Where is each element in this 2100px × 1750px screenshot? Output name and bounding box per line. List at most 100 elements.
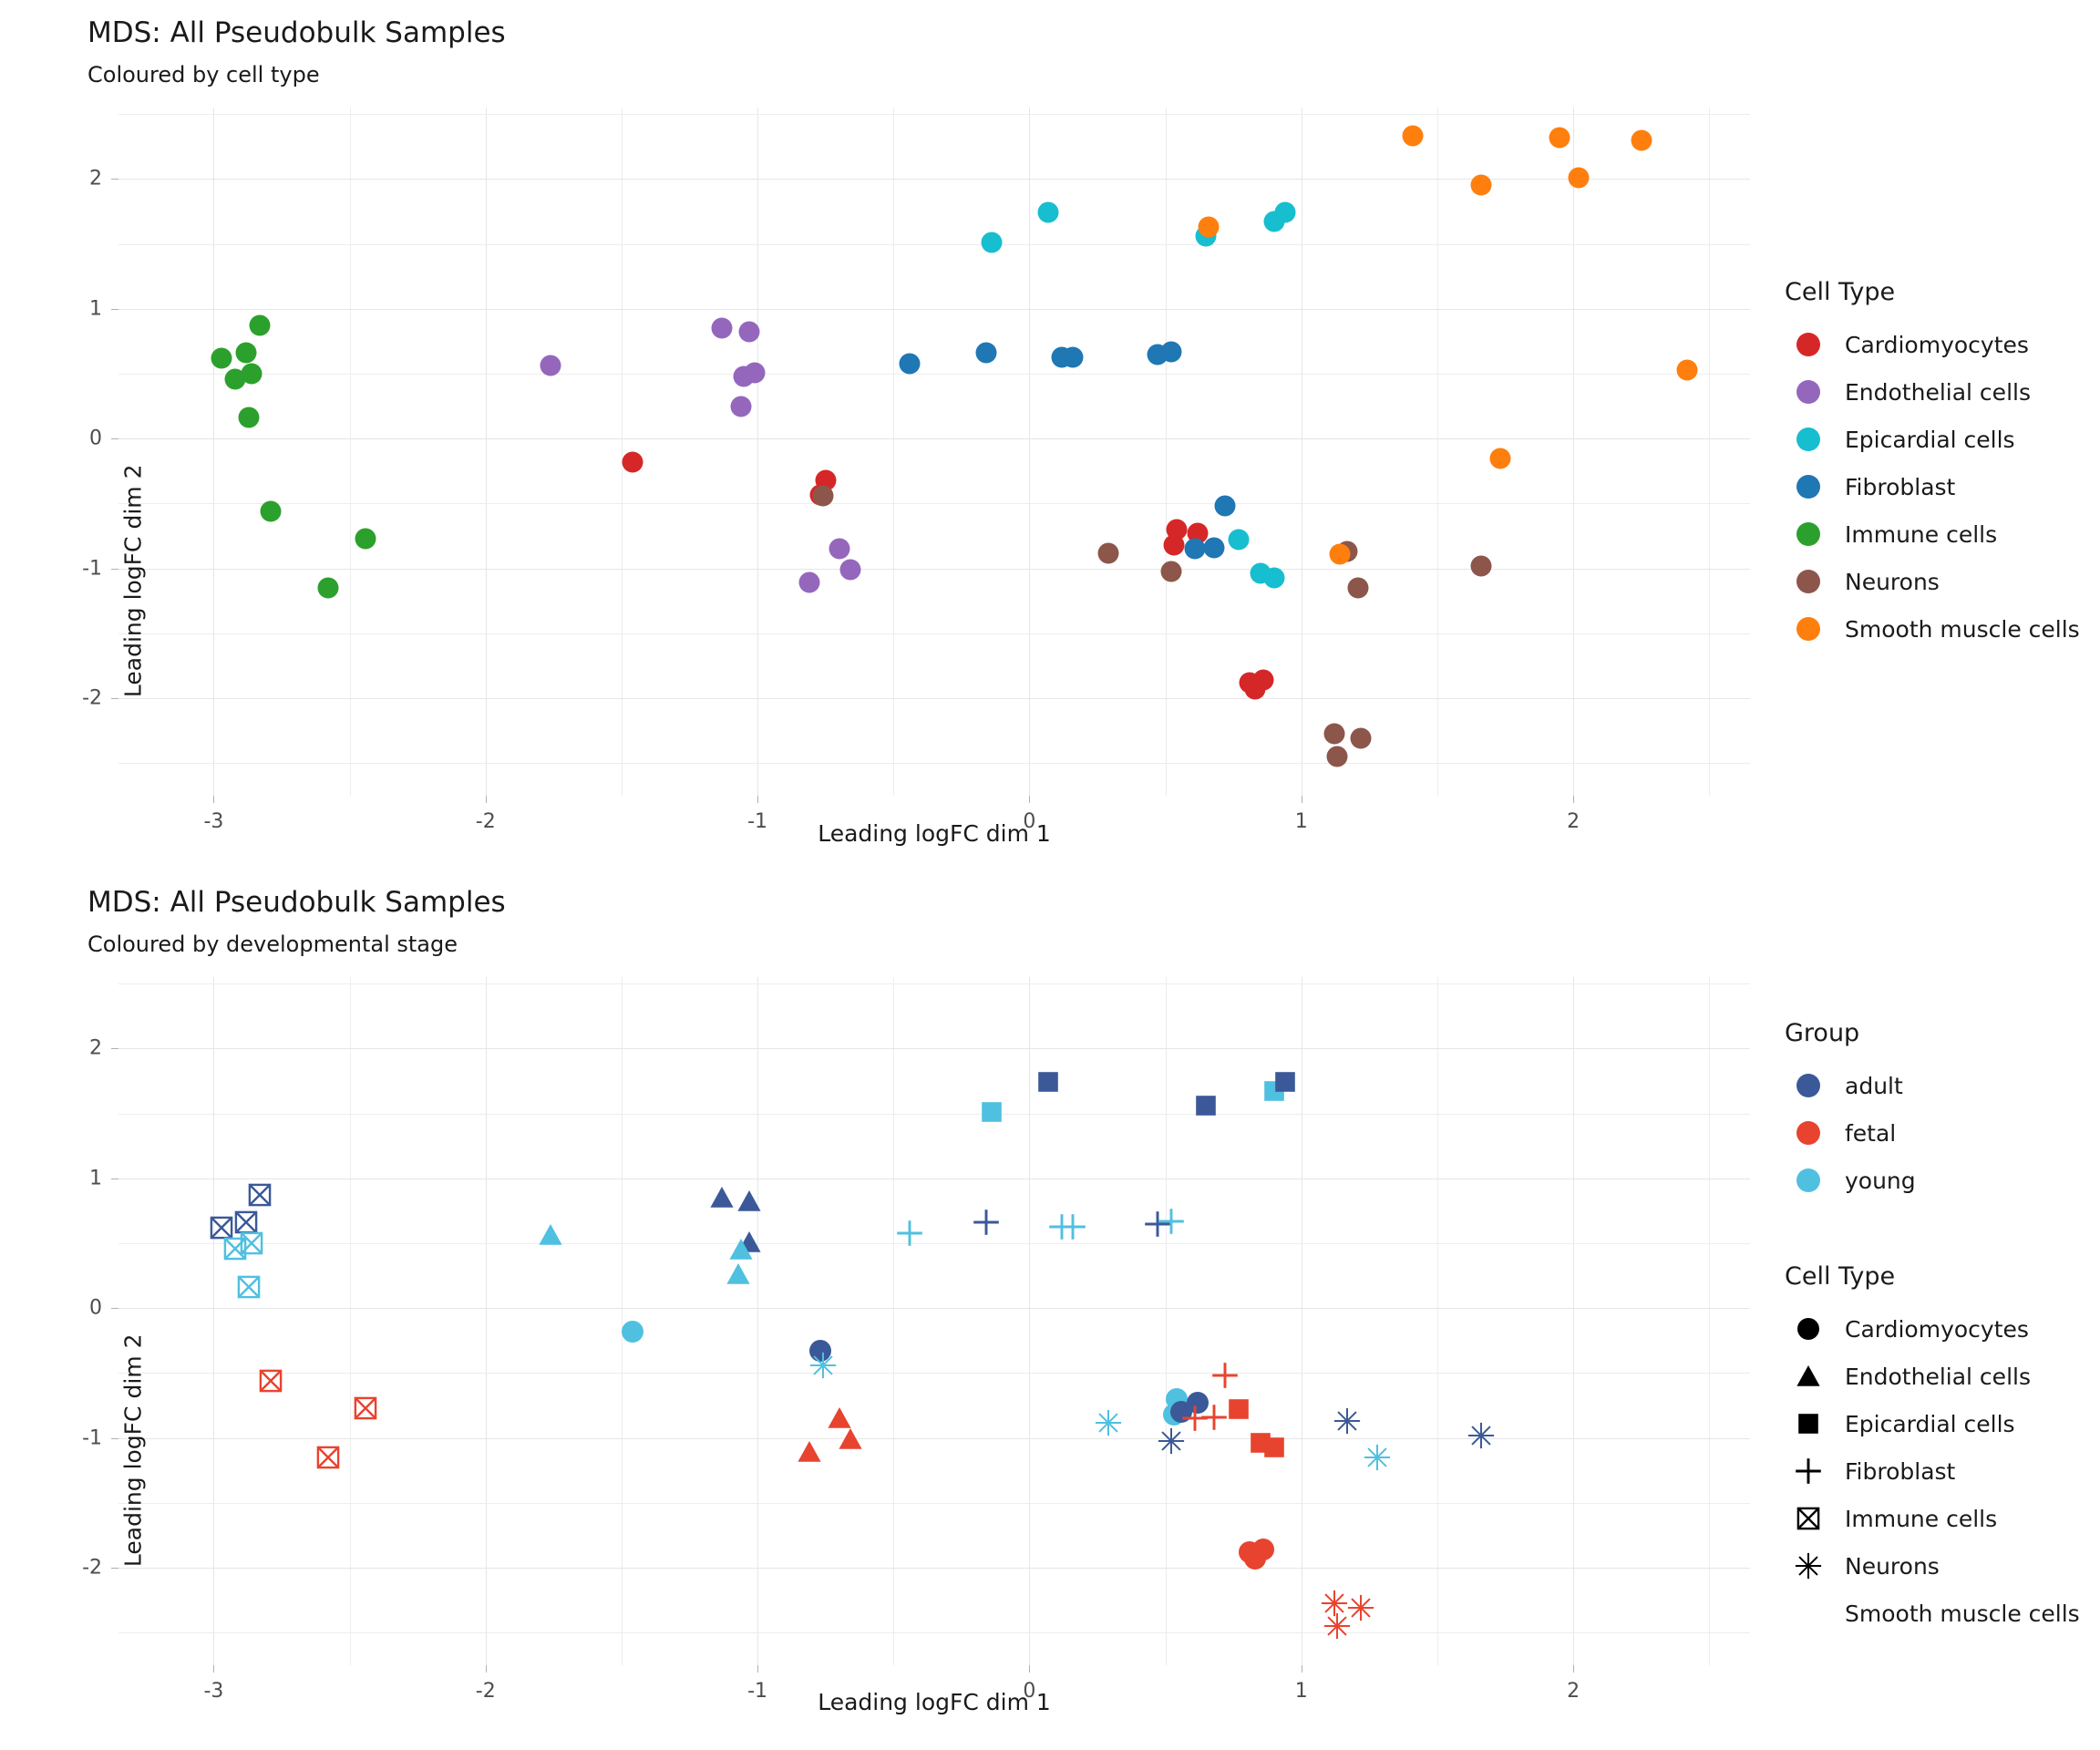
legend-cell-type-colour-key-icon — [1785, 416, 1832, 463]
x-tick-label: -2 — [475, 810, 496, 833]
legend-cell-type-colour-row[interactable]: Smooth muscle cells — [1785, 605, 2080, 653]
x-tick-label: 1 — [1294, 1680, 1308, 1703]
data-point — [896, 1220, 923, 1247]
x-tick-label: -3 — [203, 1680, 224, 1703]
legend-cell-type-colour-row[interactable]: Endothelial cells — [1785, 368, 2080, 416]
gridline-horizontal — [118, 698, 1750, 700]
data-point — [1095, 1409, 1122, 1436]
data-point — [1402, 125, 1424, 147]
data-point — [1329, 543, 1351, 565]
data-point — [235, 1273, 262, 1301]
data-point — [1467, 1422, 1495, 1449]
legend-cell-type-colour-key-icon — [1785, 321, 1832, 368]
gridline-vertical — [1165, 977, 1167, 1665]
gridline-vertical — [1709, 977, 1711, 1665]
gridline-vertical — [1436, 977, 1438, 1665]
gridline-horizontal — [118, 633, 1750, 634]
legend-group-colour-label: young — [1845, 1167, 1916, 1194]
data-point — [1244, 678, 1266, 700]
x-tick-label: 0 — [1023, 810, 1036, 833]
gridline-vertical — [1436, 108, 1438, 796]
y-tick-mark — [111, 1308, 118, 1310]
data-point — [224, 368, 246, 390]
legend-cell-type-shape-row[interactable]: Immune cells — [1785, 1495, 2080, 1542]
gridline-horizontal — [118, 1373, 1750, 1374]
x-tick-mark — [485, 796, 487, 803]
legend-cell-type-shape-key-icon — [1785, 1590, 1832, 1637]
gridline-vertical — [893, 977, 895, 1665]
data-point — [235, 342, 257, 364]
y-tick-mark — [111, 568, 118, 570]
x-tick-label: 2 — [1567, 1680, 1580, 1703]
gridline-vertical — [1573, 977, 1575, 1665]
x-tick-mark — [213, 1665, 215, 1673]
data-point — [981, 232, 1003, 253]
legend-cell-type-shape-row[interactable]: Neurons — [1785, 1542, 2080, 1590]
gridline-vertical — [349, 977, 351, 1665]
legend-cell-type-shape-label: Neurons — [1845, 1552, 1940, 1580]
legend-cell-type-colour-row[interactable]: Fibroblast — [1785, 463, 2080, 510]
panel-1-y-axis-title: Leading logFC dim 2 — [119, 464, 147, 698]
x-tick-mark — [1029, 1665, 1031, 1673]
legend-group-colour-row[interactable]: fetal — [1785, 1109, 1916, 1157]
data-point — [1263, 567, 1285, 589]
data-point — [1184, 1389, 1211, 1416]
gridline-vertical — [757, 108, 759, 796]
x-tick-label: 0 — [1023, 1680, 1036, 1703]
y-tick-label: -1 — [82, 557, 102, 581]
x-tick-mark — [757, 1665, 759, 1673]
y-tick-mark — [111, 1437, 118, 1439]
x-tick-mark — [1029, 796, 1031, 803]
panel-1-title: MDS: All Pseudobulk Samples — [88, 16, 506, 49]
legend-group-colour-row[interactable]: young — [1785, 1157, 1916, 1204]
legend-cell-type-shape-key-icon — [1785, 1305, 1832, 1353]
x-tick-label: -1 — [747, 810, 768, 833]
gridline-horizontal — [118, 374, 1750, 376]
data-point — [1470, 174, 1492, 196]
y-tick-label: 0 — [89, 427, 102, 450]
data-point — [839, 559, 861, 581]
data-point — [826, 1405, 853, 1432]
legend-cell-type-shape-row[interactable]: Epicardial cells — [1785, 1400, 2080, 1447]
legend-cell-type-colour-label: Fibroblast — [1845, 473, 1956, 500]
data-point — [1225, 1395, 1252, 1423]
data-point — [973, 1209, 1000, 1236]
legend-cell-type-shape-row[interactable]: Cardiomyocytes — [1785, 1305, 2080, 1353]
legend-cell-type-colour-key-icon — [1785, 558, 1832, 605]
legend-cell-type-shape-label: Endothelial cells — [1845, 1363, 2031, 1390]
gridline-vertical — [349, 108, 351, 796]
data-point — [257, 1367, 284, 1395]
gridline-horizontal — [118, 983, 1750, 985]
legend-cell-type-shape-title: Cell Type — [1785, 1262, 1896, 1291]
legend-cell-type-colour-row[interactable]: Epicardial cells — [1785, 416, 2080, 463]
legend-cell-type-colour-label: Smooth muscle cells — [1845, 615, 2080, 643]
x-tick-mark — [485, 1665, 487, 1673]
data-point — [1097, 542, 1119, 564]
data-point — [1333, 1407, 1361, 1435]
data-point — [1347, 577, 1369, 599]
legend-cell-type-colour-row[interactable]: Neurons — [1785, 558, 2080, 605]
data-point — [355, 528, 376, 550]
legend-cell-type-shape-row[interactable]: Endothelial cells — [1785, 1353, 2080, 1400]
legend-cell-type-shape-row[interactable]: Smooth muscle cells — [1785, 1590, 2080, 1637]
legend-cell-type-colour-row[interactable]: Cardiomyocytes — [1785, 321, 2080, 368]
data-point — [238, 1230, 265, 1257]
y-tick-label: -2 — [82, 686, 102, 710]
gridline-vertical — [621, 108, 623, 796]
legend-cell-type-shape-key-icon — [1785, 1495, 1832, 1542]
panel-2-title: MDS: All Pseudobulk Samples — [88, 886, 506, 919]
gridline-horizontal — [118, 1437, 1750, 1439]
data-point — [711, 317, 733, 339]
gridline-vertical — [1165, 108, 1167, 796]
legend-group-colour-row[interactable]: adult — [1785, 1062, 1916, 1109]
legend-cell-type-colour-row[interactable]: Immune cells — [1785, 510, 2080, 558]
data-point — [744, 362, 766, 384]
gridline-horizontal — [118, 1113, 1750, 1115]
panel-1-subtitle: Coloured by cell type — [88, 62, 320, 88]
data-point — [1631, 129, 1652, 151]
gridline-vertical — [213, 108, 215, 796]
data-point — [211, 347, 232, 369]
gridline-horizontal — [118, 1568, 1750, 1570]
legend-cell-type-shape-row[interactable]: Fibroblast — [1785, 1447, 2080, 1495]
data-point — [978, 1098, 1005, 1126]
